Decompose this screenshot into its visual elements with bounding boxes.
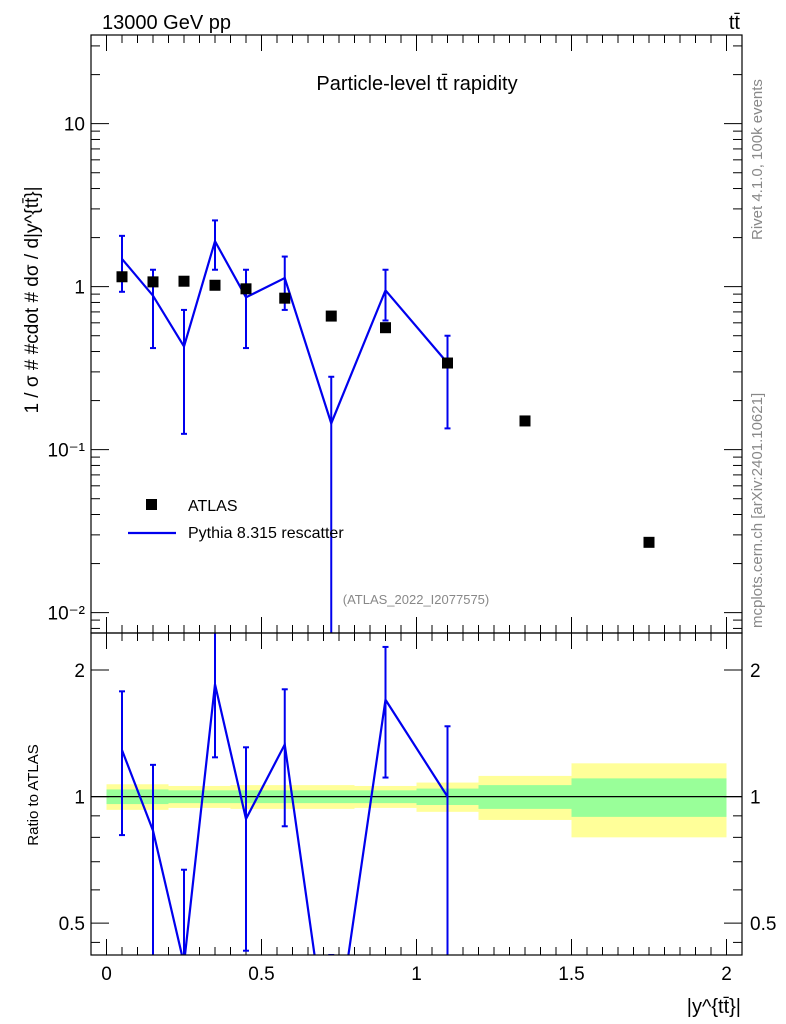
ratio-y-tick-label-left: 1	[74, 788, 85, 809]
atlas-data-point	[178, 275, 190, 287]
ratio-plot-frame	[90, 632, 743, 956]
energy-label: 13000 GeV pp	[102, 12, 231, 34]
legend-atlas-label: ATLAS	[188, 498, 238, 515]
x-tick-label: 0	[101, 964, 112, 985]
ratio-y-axis-label: Ratio to ATLAS	[25, 744, 42, 845]
x-tick-label: 0.5	[248, 964, 274, 985]
rivet-label: Rivet 4.1.0, 100k events	[749, 79, 766, 240]
x-axis-label: |y^{tt̄}|	[687, 996, 741, 1018]
plot-title: Particle-level tt̄ rapidity	[316, 73, 517, 95]
atlas-data-point	[325, 310, 337, 322]
atlas-data-point	[240, 283, 252, 295]
ratio-band-layer	[91, 763, 742, 838]
analysis-tag: (ATLAS_2022_I2077575)	[343, 592, 489, 607]
atlas-data-point	[116, 271, 128, 283]
atlas-data-point	[643, 536, 655, 548]
marks-layer	[116, 219, 655, 955]
main-y-tick-label: 10⁻²	[48, 604, 86, 625]
atlas-data-point	[147, 276, 159, 288]
x-tick-label: 1.5	[558, 964, 584, 985]
main-y-axis-label: 1 / σ # #cdot # dσ / d|y^{tt̄}|	[22, 186, 43, 413]
x-tick-label: 2	[721, 964, 732, 985]
atlas-data-point	[380, 322, 391, 334]
main-y-tick-label: 10⁻¹	[48, 441, 86, 462]
legend-atlas-marker	[146, 499, 157, 510]
ratio-series-group	[119, 633, 451, 955]
main-y-tick-label: 10	[64, 115, 85, 136]
ratio-y-tick-label-right: 0.5	[750, 914, 776, 935]
x-tick-label: 1	[411, 964, 422, 985]
ratio-y-tick-label-left: 0.5	[59, 914, 85, 935]
atlas-data-point	[279, 292, 291, 304]
process-label: tt̄	[729, 12, 741, 34]
ratio-y-tick-label-right: 1	[750, 788, 761, 809]
ratio-y-tick-label-left: 2	[74, 661, 85, 682]
atlas-data-point	[209, 279, 221, 291]
main-y-tick-label: 1	[74, 278, 85, 299]
mcplots-label: mcplots.cern.ch [arXiv:2401.10621]	[749, 393, 766, 628]
ratio-band-inner	[571, 778, 727, 817]
tick-layer: 10⁻² 10⁻¹ 1 10 0.5 0.5 1 1 2 2 0 0.5 1 1.5 2	[48, 35, 776, 985]
atlas-data-point	[519, 415, 531, 427]
ratio-y-tick-label-right: 2	[750, 661, 761, 682]
atlas-data-point	[442, 357, 453, 369]
legend-pythia-label: Pythia 8.315 rescatter	[188, 525, 344, 542]
